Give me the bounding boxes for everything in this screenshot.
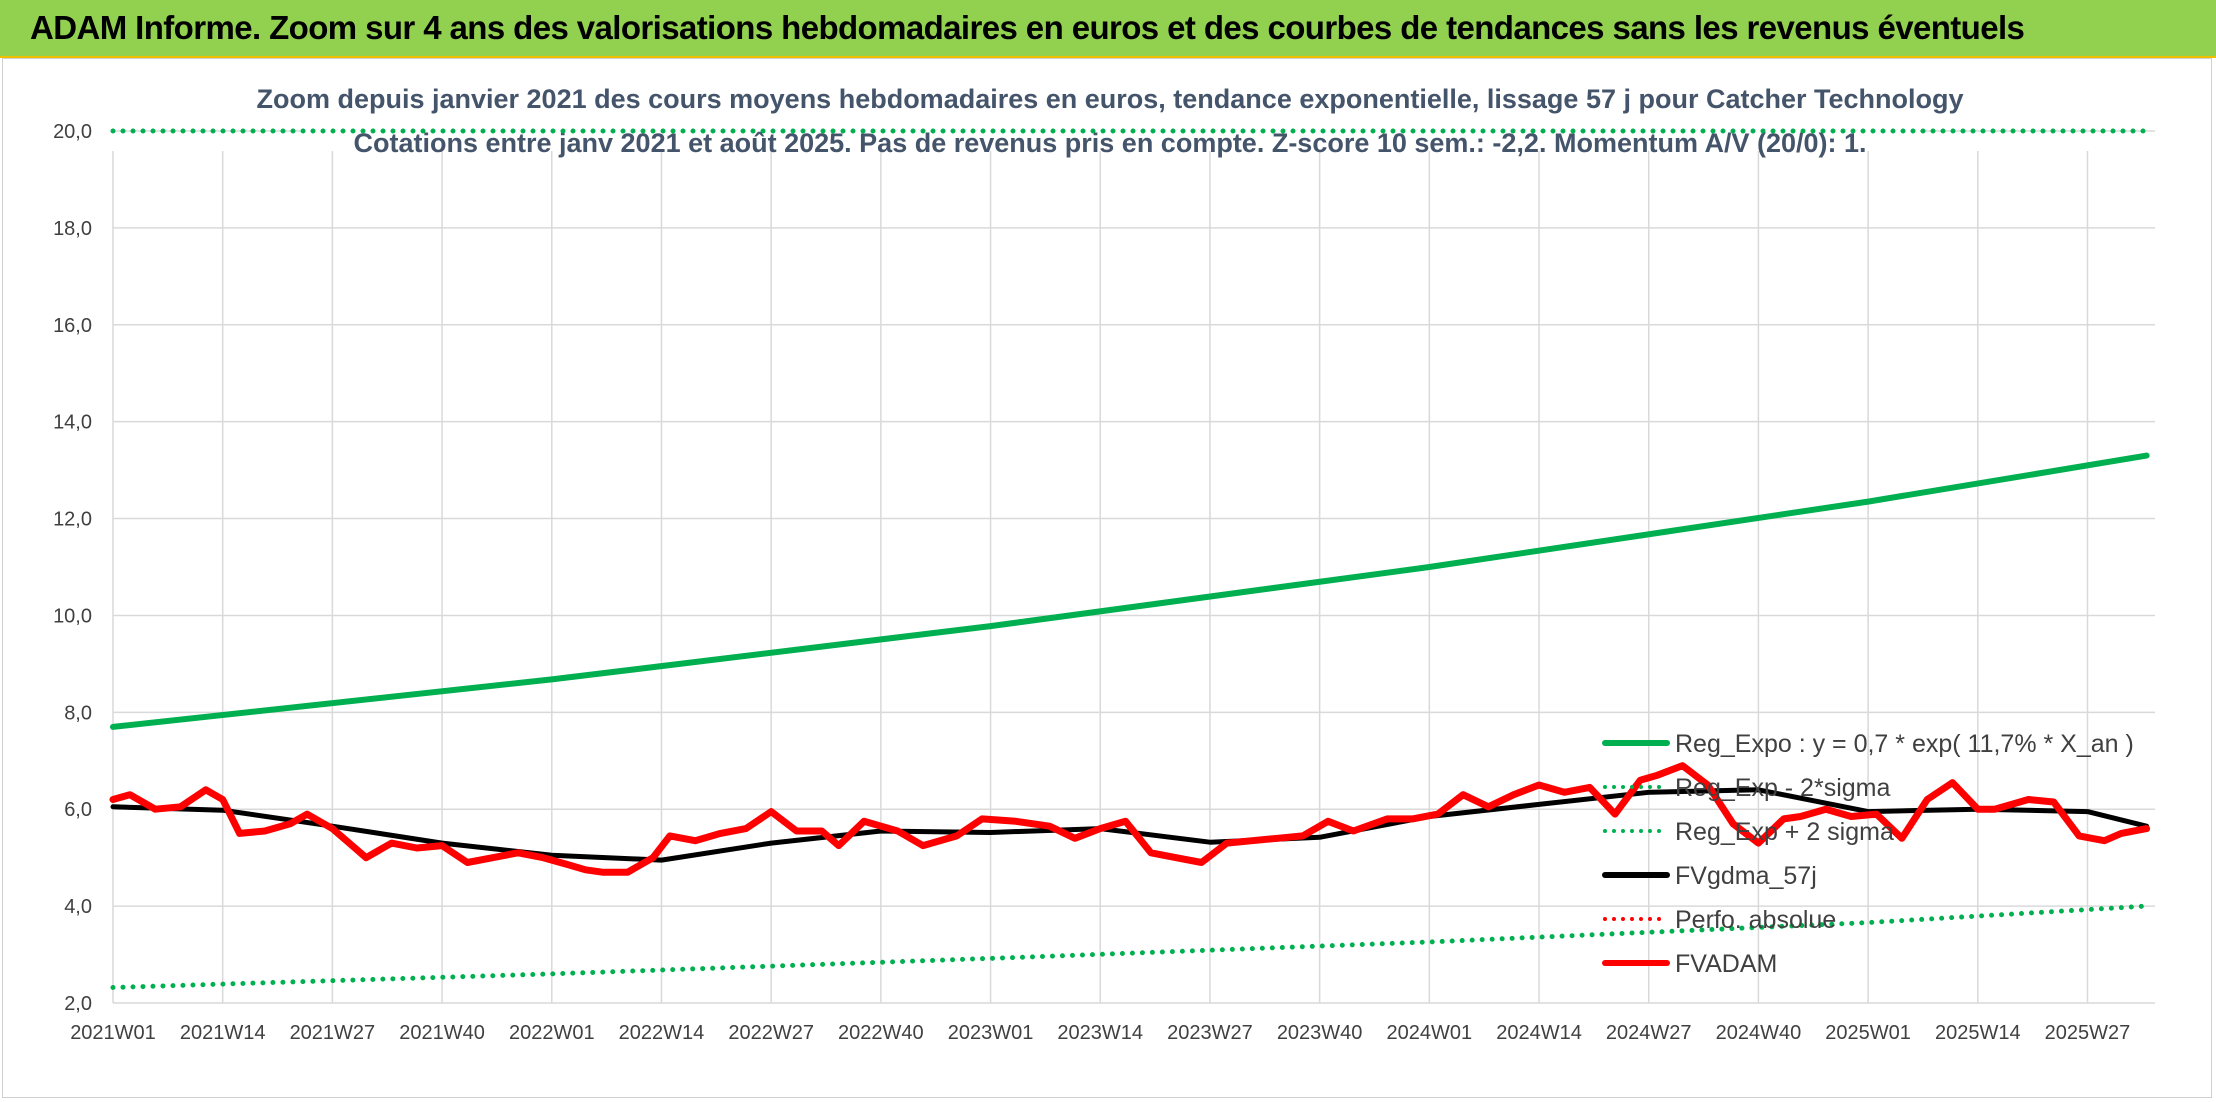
y-tick-label: 18,0	[53, 218, 92, 240]
y-tick-label: 10,0	[53, 605, 92, 627]
x-tick-label: 2024W01	[1387, 1022, 1473, 1044]
chart-subtitle-line1: Zoom depuis janvier 2021 des cours moyen…	[256, 84, 1963, 114]
x-tick-label: 2021W27	[290, 1022, 376, 1044]
y-tick-label: 20,0	[53, 121, 92, 143]
series-line	[109, 762, 2151, 876]
y-tick-label: 12,0	[53, 509, 92, 531]
chart-subtitle-line2: Cotations entre janv 2021 et août 2025. …	[353, 128, 1866, 158]
y-tick-label: 14,0	[53, 412, 92, 434]
x-tick-label: 2024W27	[1606, 1022, 1692, 1044]
x-axis-ticks: 2021W01 2021W14 2021W27 2021W40 2022W01 2022W…	[70, 1022, 2130, 1044]
x-tick-label: 2025W27	[2045, 1022, 2131, 1044]
series-line	[110, 787, 2150, 863]
title-banner: ADAM Informe. Zoom sur 4 ans des valoris…	[0, 0, 2216, 58]
gridlines	[112, 130, 2155, 1004]
legend-label: Reg_Exp - 2*sigma	[1675, 774, 1890, 802]
x-tick-label: 2024W14	[1496, 1022, 1582, 1044]
y-tick-label: 2,0	[64, 993, 92, 1015]
y-tick-label: 6,0	[64, 799, 92, 821]
legend-label: Reg_Expo : y = 0,7 * exp( 11,7% * X_an )	[1675, 730, 2134, 758]
series-line	[110, 903, 2150, 990]
x-tick-label: 2021W14	[180, 1022, 266, 1044]
x-tick-label: 2021W40	[399, 1022, 485, 1044]
x-tick-label: 2023W01	[948, 1022, 1034, 1044]
x-tick-label: 2022W40	[838, 1022, 924, 1044]
legend-label: FVgdma_57j	[1675, 862, 1817, 890]
legend-label: Reg_Exp + 2 sigma	[1675, 818, 1894, 846]
x-tick-label: 2025W14	[1935, 1022, 2021, 1044]
chart-area: 2,0 4,0 6,0 8,0 10,0 12,0 14,0 16,0 18,0 20,0 202…	[53, 64, 2155, 1044]
x-tick-label: 2023W27	[1167, 1022, 1253, 1044]
legend-label: FVADAM	[1675, 950, 1777, 978]
subtitle-background	[300, 64, 1920, 144]
series-line	[110, 452, 2150, 730]
x-tick-label: 2022W14	[619, 1022, 705, 1044]
x-tick-label: 2023W14	[1057, 1022, 1143, 1044]
x-tick-label: 2022W27	[728, 1022, 814, 1044]
legend-label: Perfo. absolue	[1675, 906, 1836, 934]
page-title: ADAM Informe. Zoom sur 4 ans des valoris…	[30, 9, 2025, 46]
y-tick-label: 16,0	[53, 315, 92, 337]
y-axis-ticks: 2,0 4,0 6,0 8,0 10,0 12,0 14,0 16,0 18,0 20,0	[53, 121, 92, 1015]
x-tick-label: 2023W40	[1277, 1022, 1363, 1044]
x-tick-label: 2022W01	[509, 1022, 595, 1044]
series-lines	[109, 128, 2151, 990]
x-tick-label: 2021W01	[70, 1022, 156, 1044]
x-tick-label: 2024W40	[1716, 1022, 1802, 1044]
x-tick-label: 2025W01	[1825, 1022, 1911, 1044]
legend: Reg_Expo : y = 0,7 * exp( 11,7% * X_an )…	[1602, 730, 2134, 978]
y-tick-label: 4,0	[64, 896, 92, 918]
y-tick-label: 8,0	[64, 702, 92, 724]
